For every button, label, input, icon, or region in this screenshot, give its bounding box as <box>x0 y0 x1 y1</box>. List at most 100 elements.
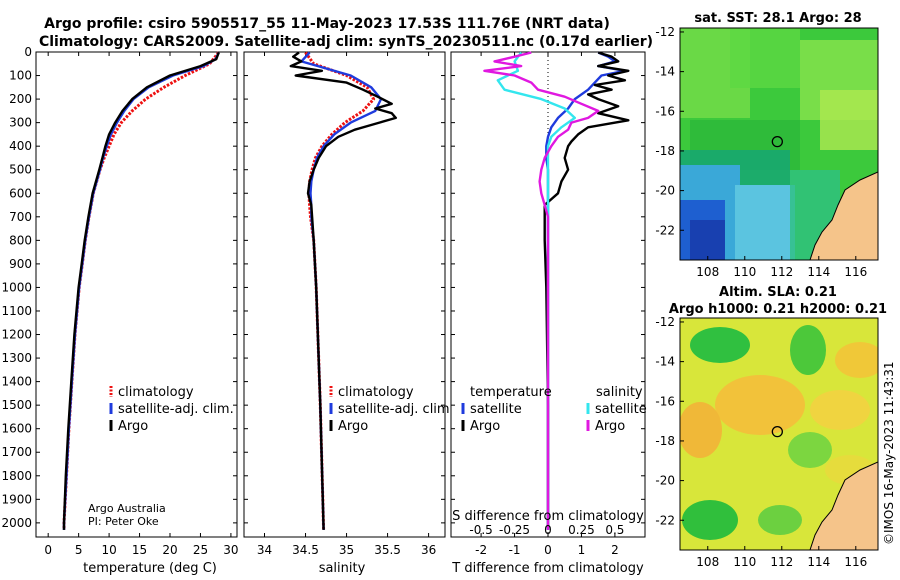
map-x-tick-label: 112 <box>770 265 793 279</box>
y-tick-label: 200 <box>9 92 32 106</box>
x-tick-label: 1 <box>578 543 586 557</box>
map-y-tick-label: -16 <box>655 394 675 408</box>
t-difference-xlabel: T difference from climatology <box>451 561 644 576</box>
y-tick-label: 2000 <box>1 516 32 530</box>
y-tick-label: 500 <box>9 163 32 177</box>
map-y-tick-label: -16 <box>655 104 675 118</box>
x-tick-label: 34 <box>257 543 272 557</box>
map-y-tick-label: -12 <box>655 315 675 329</box>
y-tick-label: 1500 <box>1 398 32 412</box>
y-tick-label: 900 <box>9 257 32 271</box>
sst-map: sat. SST: 28.1 Argo: 28 108 110 112 114 116 -… <box>655 11 879 279</box>
x-tick-label: -2 <box>475 543 487 557</box>
credit-agency: Argo Australia <box>88 502 166 515</box>
map-x-tick-label: 112 <box>770 555 793 569</box>
x-tick-label: 35 <box>339 543 354 557</box>
legend-salinity-title: salinity <box>596 385 643 400</box>
map-y-tick-label: -18 <box>655 144 675 158</box>
sla-field <box>680 318 878 550</box>
series-s-argo <box>483 51 600 530</box>
x-tick-label: 34.5 <box>292 543 319 557</box>
sla-map: Altim. SLA: 0.21 Argo h1000: 0.21 h2000:… <box>655 285 887 569</box>
x-tick-label: 36 <box>421 543 436 557</box>
legend-s-satellite: satellite <box>595 402 647 417</box>
y-tick-label: 1800 <box>1 469 32 483</box>
x-tick-label: 2 <box>611 543 619 557</box>
series-argo <box>62 52 220 530</box>
series-argo <box>289 51 397 530</box>
sst-map-title: sat. SST: 28.1 Argo: 28 <box>694 11 861 26</box>
x-tick-label: 10 <box>101 543 116 557</box>
sst-field <box>680 28 878 260</box>
y-tick-label: 1900 <box>1 492 32 506</box>
y-tick-label: 1600 <box>1 422 32 436</box>
header-line-1: Argo profile: csiro 5905517_55 11-May-20… <box>44 16 610 32</box>
x-tick-label: 20 <box>162 543 177 557</box>
map-y-tick-label: -20 <box>655 474 675 488</box>
legend-t-satellite: satellite <box>470 402 522 417</box>
map-y-tick-label: -14 <box>655 65 675 79</box>
x-tick-label: 25 <box>193 543 208 557</box>
y-tick-label: 0 <box>24 45 32 59</box>
s-difference-xlabel: S difference from climatology <box>452 509 644 524</box>
x-tick-label: 5 <box>75 543 83 557</box>
y-tick-label: 400 <box>9 139 32 153</box>
y-tick-label: 1700 <box>1 445 32 459</box>
x-tick-label: 15 <box>132 543 147 557</box>
map-x-tick-label: 114 <box>807 555 830 569</box>
sla-map-title: Altim. SLA: 0.21 <box>719 285 837 300</box>
legend-satellite-adj-clim: satellite-adj. clim. <box>338 402 454 417</box>
y-tick-label: 100 <box>9 69 32 83</box>
x-tick-label: 35.5 <box>374 543 401 557</box>
s-tick-label: 0.25 <box>568 523 595 537</box>
map-x-tick-label: 116 <box>844 555 867 569</box>
map-x-tick-label: 108 <box>696 265 719 279</box>
float-marker <box>771 135 783 148</box>
y-tick-label: 600 <box>9 186 32 200</box>
credit-pi: PI: Peter Oke <box>88 515 159 528</box>
map-y-tick-label: -22 <box>655 223 675 237</box>
map-y-tick-label: -18 <box>655 434 675 448</box>
map-x-tick-label: 114 <box>807 265 830 279</box>
s-tick-label: -0.5 <box>469 523 492 537</box>
x-tick-label: 0 <box>44 543 52 557</box>
temperature-axes <box>35 51 238 538</box>
y-tick-label: 700 <box>9 210 32 224</box>
temperature-xlabel: temperature (deg C) <box>83 561 217 576</box>
difference-panel: -2 -1 0 1 2 S difference from climatology -0… <box>450 51 647 576</box>
legend-satellite-adj-clim: satellite-adj. clim. <box>118 402 234 417</box>
legend-t-argo: Argo <box>470 419 500 434</box>
difference-legend: temperature salinity satellite Argo sate… <box>461 385 647 434</box>
sla-map-subtitle: Argo h1000: 0.21 h2000: 0.21 <box>669 302 887 317</box>
map-x-tick-label: 110 <box>733 265 756 279</box>
map-x-tick-label: 110 <box>733 555 756 569</box>
series-t-argo <box>543 51 630 530</box>
salinity-legend: climatology satellite-adj. clim. Argo <box>329 385 454 434</box>
y-tick-label: 1300 <box>1 351 32 365</box>
y-tick-label: 1100 <box>1 304 32 318</box>
map-y-tick-label: -12 <box>655 25 675 39</box>
s-tick-label: 0 <box>544 523 552 537</box>
legend-argo: Argo <box>338 419 368 434</box>
legend-climatology: climatology <box>338 385 414 400</box>
y-tick-label: 1000 <box>1 280 32 294</box>
map-x-tick-label: 108 <box>696 555 719 569</box>
legend-climatology: climatology <box>118 385 194 400</box>
map-y-tick-label: -22 <box>655 513 675 527</box>
y-tick-label: 1400 <box>1 375 32 389</box>
timestamp-stamp: ©IMOS 16-May-2023 11:43:31 <box>882 361 896 545</box>
map-x-tick-label: 116 <box>844 265 867 279</box>
x-tick-label: 0 <box>544 543 552 557</box>
y-tick-label: 1200 <box>1 328 32 342</box>
x-tick-label: -1 <box>509 543 521 557</box>
salinity-panel: 34 34.5 35 35.5 36 salinity climatology sate… <box>243 51 454 576</box>
s-tick-label: 0.5 <box>605 523 624 537</box>
legend-temperature-title: temperature <box>470 385 552 400</box>
x-tick-label: 30 <box>223 543 238 557</box>
s-tick-label: -0.25 <box>499 523 530 537</box>
y-tick-label: 300 <box>9 116 32 130</box>
legend-s-argo: Argo <box>595 419 625 434</box>
temperature-panel: 0100200300400500600700800900100011001200… <box>1 45 238 576</box>
header-line-2: Climatology: CARS2009. Satellite-adj cli… <box>39 34 653 50</box>
